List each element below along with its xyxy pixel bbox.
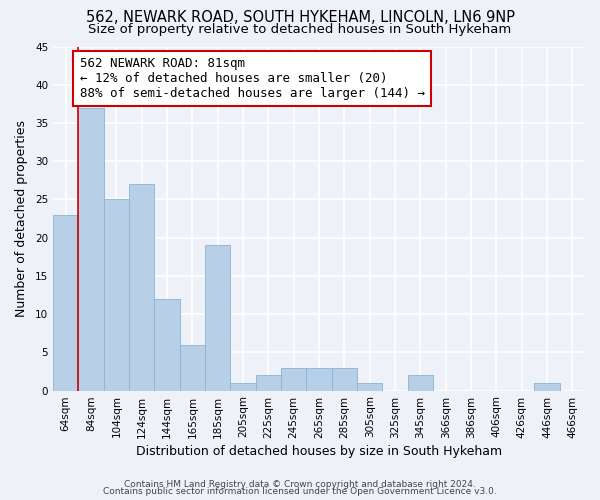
Bar xyxy=(535,383,560,390)
Bar xyxy=(129,184,154,390)
Text: 562, NEWARK ROAD, SOUTH HYKEHAM, LINCOLN, LN6 9NP: 562, NEWARK ROAD, SOUTH HYKEHAM, LINCOLN… xyxy=(86,10,515,25)
Bar xyxy=(407,376,433,390)
Text: Size of property relative to detached houses in South Hykeham: Size of property relative to detached ho… xyxy=(88,22,512,36)
Bar xyxy=(53,214,79,390)
Text: Contains public sector information licensed under the Open Government Licence v3: Contains public sector information licen… xyxy=(103,488,497,496)
Text: Contains HM Land Registry data © Crown copyright and database right 2024.: Contains HM Land Registry data © Crown c… xyxy=(124,480,476,489)
Bar xyxy=(104,200,129,390)
Bar xyxy=(256,376,281,390)
Text: 562 NEWARK ROAD: 81sqm
← 12% of detached houses are smaller (20)
88% of semi-det: 562 NEWARK ROAD: 81sqm ← 12% of detached… xyxy=(80,57,425,100)
X-axis label: Distribution of detached houses by size in South Hykeham: Distribution of detached houses by size … xyxy=(136,444,502,458)
Bar xyxy=(79,108,104,391)
Bar xyxy=(180,344,205,391)
Y-axis label: Number of detached properties: Number of detached properties xyxy=(15,120,28,317)
Bar xyxy=(230,383,256,390)
Bar xyxy=(357,383,382,390)
Bar xyxy=(332,368,357,390)
Bar xyxy=(281,368,307,390)
Bar xyxy=(205,246,230,390)
Bar xyxy=(307,368,332,390)
Bar xyxy=(154,299,180,390)
